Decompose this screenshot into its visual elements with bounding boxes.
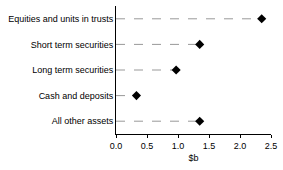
svg-text:$b: $b	[188, 153, 198, 163]
svg-text:0.5: 0.5	[141, 141, 154, 151]
svg-text:0.0: 0.0	[110, 141, 123, 151]
svg-text:2.5: 2.5	[265, 141, 278, 151]
svg-text:1.5: 1.5	[203, 141, 216, 151]
svg-text:Short term securities: Short term securities	[31, 40, 114, 50]
svg-text:Long term securities: Long term securities	[32, 65, 114, 75]
svg-text:Cash and deposits: Cash and deposits	[39, 91, 114, 101]
svg-text:All other assets: All other assets	[52, 116, 114, 126]
svg-text:1.0: 1.0	[172, 141, 185, 151]
svg-text:Equities and units in trusts: Equities and units in trusts	[8, 14, 114, 24]
svg-text:2.0: 2.0	[234, 141, 247, 151]
